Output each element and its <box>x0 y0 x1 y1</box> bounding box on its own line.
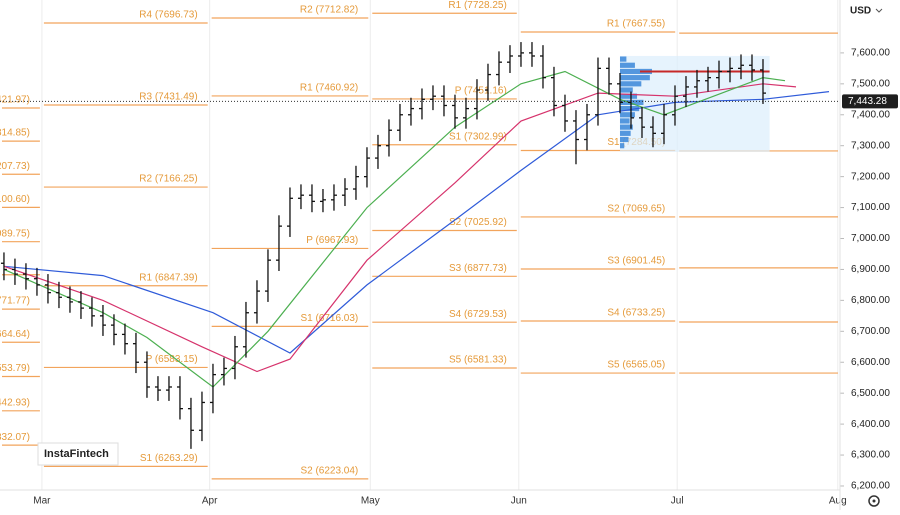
profile-bar <box>619 81 642 87</box>
pivot-label: S3 (6877.73) <box>449 263 507 274</box>
pivot-label: 207.73) <box>0 161 30 172</box>
pivot-label: S2 (7069.65) <box>607 204 665 215</box>
pivot-layer: 421.97) 314.85) 207.73) 100.60) 989.75) 771.7… <box>0 0 838 480</box>
pivot-label: 664.64) <box>0 329 30 340</box>
x-tick-label: May <box>361 496 380 507</box>
axis-layer: Mar Apr May Jun Jul Aug 7,600.00 7,500.00 7,400.… <box>0 48 898 507</box>
y-tick-label: 7,600.00 <box>851 48 890 59</box>
profile-bar <box>619 136 629 143</box>
currency-label[interactable]: USD <box>850 6 871 17</box>
y-tick-label: 7,400.00 <box>851 109 890 120</box>
settings-icon[interactable] <box>868 495 880 507</box>
pivot-label: S4 (6733.25) <box>607 308 665 319</box>
x-tick-label: Aug <box>829 496 847 507</box>
pivot-label: 332.07) <box>0 432 30 443</box>
profile-bar <box>619 105 640 112</box>
settings-gear[interactable] <box>868 495 880 507</box>
y-tick-label: 7,200.00 <box>851 171 890 182</box>
bar-layer <box>0 42 766 449</box>
y-tick-label: 6,800.00 <box>851 295 890 306</box>
pivot-label: R1 (7460.92) <box>300 83 358 94</box>
currency-dropdown[interactable] <box>875 8 883 13</box>
x-tick-label: Apr <box>202 496 218 507</box>
pivot-label: R1 (6847.39) <box>139 272 197 283</box>
y-tick-label: 7,000.00 <box>851 233 890 244</box>
y-tick-label: 6,400.00 <box>851 419 890 430</box>
profile-bar <box>619 87 633 93</box>
pivot-label: 989.75) <box>0 228 30 239</box>
pivot-label: S1 (7302.99) <box>449 131 507 142</box>
y-tick-label: 6,500.00 <box>851 388 890 399</box>
pivot-label: P (6583.15) <box>146 354 198 365</box>
moving-average <box>3 91 830 354</box>
last-price-label: 7,443.28 <box>848 96 887 107</box>
profile-bar <box>619 56 627 62</box>
x-tick-label: Jul <box>671 496 684 507</box>
profile-bar <box>619 75 650 81</box>
profile-layer <box>619 55 770 152</box>
moving-average <box>3 83 797 373</box>
profile-bar <box>619 93 638 99</box>
pivot-label: 314.85) <box>0 128 30 139</box>
pivot-label: S2 (6223.04) <box>300 465 358 476</box>
x-tick-label: Jun <box>511 496 527 507</box>
profile-bar <box>619 62 635 68</box>
pivot-label: S4 (6729.53) <box>449 309 507 320</box>
y-tick-label: 6,700.00 <box>851 326 890 337</box>
pivot-label: R1 (7667.55) <box>607 19 665 30</box>
grid-layer <box>41 0 839 490</box>
pivot-label: 421.97) <box>0 95 30 106</box>
pivot-label: S3 (6901.45) <box>607 256 665 267</box>
pivot-label: 553.79) <box>0 363 30 374</box>
pivot-label: R4 (7696.73) <box>139 10 197 21</box>
pivot-label: R2 (7166.25) <box>139 174 197 185</box>
pivot-label: S5 (6565.05) <box>607 360 665 371</box>
y-tick-label: 7,100.00 <box>851 202 890 213</box>
pivot-label: 100.60) <box>0 194 30 205</box>
y-tick-label: 6,600.00 <box>851 357 890 368</box>
moving-average <box>3 70 786 388</box>
y-tick-label: 6,200.00 <box>851 481 890 492</box>
pivot-label: R2 (7712.82) <box>300 5 358 16</box>
x-tick-label: Mar <box>33 496 51 507</box>
profile-bar <box>619 143 625 149</box>
ma-layer <box>3 70 830 388</box>
pivot-label: S2 (7025.92) <box>449 217 507 228</box>
pivot-label: 771.77) <box>0 296 30 307</box>
profile-bar <box>619 68 652 75</box>
profile-bar <box>619 130 631 136</box>
y-tick-label: 7,500.00 <box>851 78 890 89</box>
pivot-label: P (6967.93) <box>306 235 358 246</box>
profile-bar <box>619 99 644 105</box>
y-tick-label: 6,300.00 <box>851 450 890 461</box>
y-tick-label: 7,300.00 <box>851 140 890 151</box>
pivot-label: S5 (6581.33) <box>449 355 507 366</box>
pivot-label: R1 (7728.25) <box>448 0 506 11</box>
pivot-label: P (7451.16) <box>455 86 507 97</box>
settings-gear-center[interactable] <box>872 499 876 503</box>
pivot-label: R3 (7431.49) <box>139 92 197 103</box>
pivot-label: S1 (6263.29) <box>140 453 198 464</box>
profile-bar <box>619 112 635 118</box>
pivot-label: 442.93) <box>0 397 30 408</box>
brand: InstaFintech <box>44 448 109 460</box>
y-tick-label: 6,900.00 <box>851 264 890 275</box>
brand-box <box>37 442 119 466</box>
profile-bar <box>619 118 630 124</box>
profile-bar <box>619 124 633 130</box>
last-price-box <box>842 94 898 109</box>
